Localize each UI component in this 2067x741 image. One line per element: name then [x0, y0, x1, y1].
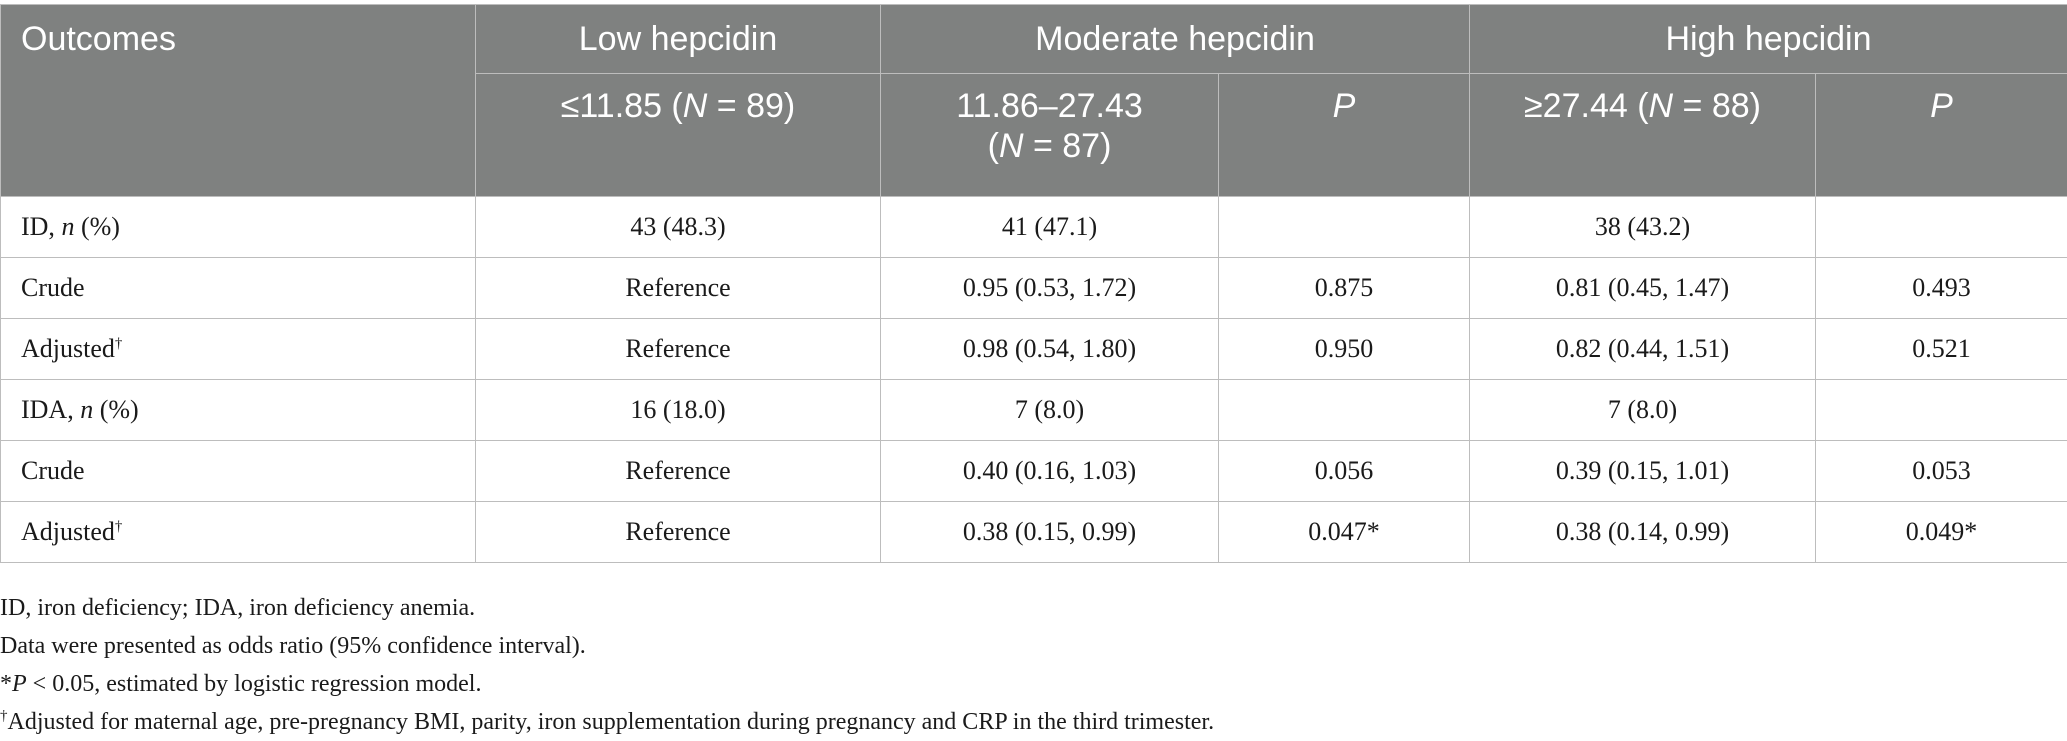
- outcomes-header: Outcomes: [0, 4, 476, 197]
- moderate-hepcidin-header: Moderate hepcidin: [880, 4, 1470, 74]
- results-table: Outcomes Low hepcidin Moderate hepcidin …: [0, 4, 2067, 563]
- low-range-header: ≤11.85 (N = 89): [475, 73, 881, 197]
- moderate-value: 0.95 (0.53, 1.72): [880, 257, 1219, 319]
- footnote-abbreviations: ID, iron deficiency; IDA, iron deficienc…: [0, 595, 476, 621]
- header-row-groups: Outcomes Low hepcidin Moderate hepcidin …: [0, 4, 2067, 197]
- row-label: Crude: [0, 440, 476, 502]
- low-value: Reference: [475, 257, 881, 319]
- moderate-range-header: 11.86–27.43 (N = 87): [880, 73, 1219, 197]
- table-row: ID, n (%) 43 (48.3) 41 (47.1) 38 (43.2): [0, 196, 2067, 258]
- high-value: 0.81 (0.45, 1.47): [1469, 257, 1816, 319]
- high-p-value: [1815, 379, 2067, 441]
- table-footnotes: ID, iron deficiency; IDA, iron deficienc…: [0, 589, 1214, 741]
- results-table-container: Outcomes Low hepcidin Moderate hepcidin …: [0, 4, 2067, 563]
- moderate-p-value: 0.056: [1218, 440, 1470, 502]
- high-value: 0.38 (0.14, 0.99): [1469, 501, 1816, 563]
- high-value: 0.82 (0.44, 1.51): [1469, 318, 1816, 380]
- moderate-p-value: 0.875: [1218, 257, 1470, 319]
- low-value: Reference: [475, 501, 881, 563]
- row-label: Adjusted†: [0, 318, 476, 380]
- moderate-p-value: [1218, 196, 1470, 258]
- table-row: Adjusted† Reference 0.38 (0.15, 0.99) 0.…: [0, 501, 2067, 563]
- dagger-mark: †: [114, 518, 123, 535]
- moderate-value: 41 (47.1): [880, 196, 1219, 258]
- footnote-data-presentation: Data were presented as odds ratio (95% c…: [0, 633, 586, 659]
- table-row: Adjusted† Reference 0.98 (0.54, 1.80) 0.…: [0, 318, 2067, 380]
- high-value: 7 (8.0): [1469, 379, 1816, 441]
- high-p-value: [1815, 196, 2067, 258]
- table-row: Crude Reference 0.40 (0.16, 1.03) 0.056 …: [0, 440, 2067, 502]
- moderate-value: 0.40 (0.16, 1.03): [880, 440, 1219, 502]
- row-label: Adjusted†: [0, 501, 476, 563]
- moderate-p-header: P: [1218, 73, 1470, 197]
- high-p-header: P: [1815, 73, 2067, 197]
- high-p-value: 0.049*: [1815, 501, 2067, 563]
- header-row-ranges: ≤11.85 (N = 89) 11.86–27.43 (N = 87) P ≥2…: [1, 73, 2067, 197]
- high-p-value: 0.521: [1815, 318, 2067, 380]
- high-value: 38 (43.2): [1469, 196, 1816, 258]
- moderate-value: 0.98 (0.54, 1.80): [880, 318, 1219, 380]
- row-label: IDA, n (%): [0, 379, 476, 441]
- moderate-p-value: 0.950: [1218, 318, 1470, 380]
- moderate-p-value: 0.047*: [1218, 501, 1470, 563]
- dagger-mark: †: [114, 335, 123, 352]
- high-p-value: 0.053: [1815, 440, 2067, 502]
- low-value: 16 (18.0): [475, 379, 881, 441]
- high-p-value: 0.493: [1815, 257, 2067, 319]
- low-value: Reference: [475, 318, 881, 380]
- high-hepcidin-header: High hepcidin: [1469, 4, 2067, 74]
- moderate-value: 7 (8.0): [880, 379, 1219, 441]
- moderate-p-value: [1218, 379, 1470, 441]
- row-label: ID, n (%): [0, 196, 476, 258]
- high-range-header: ≥27.44 (N = 88): [1469, 73, 1816, 197]
- low-value: Reference: [475, 440, 881, 502]
- moderate-value: 0.38 (0.15, 0.99): [880, 501, 1219, 563]
- table-row: IDA, n (%) 16 (18.0) 7 (8.0) 7 (8.0): [0, 379, 2067, 441]
- footnote-adjustment: †Adjusted for maternal age, pre-pregnanc…: [0, 708, 1215, 736]
- low-hepcidin-header: Low hepcidin: [475, 4, 881, 74]
- low-value: 43 (48.3): [475, 196, 881, 258]
- high-value: 0.39 (0.15, 1.01): [1469, 440, 1816, 502]
- row-label: Crude: [0, 257, 476, 319]
- footnote-significance: *P < 0.05, estimated by logistic regress…: [0, 671, 482, 697]
- table-row: Crude Reference 0.95 (0.53, 1.72) 0.875 …: [0, 257, 2067, 319]
